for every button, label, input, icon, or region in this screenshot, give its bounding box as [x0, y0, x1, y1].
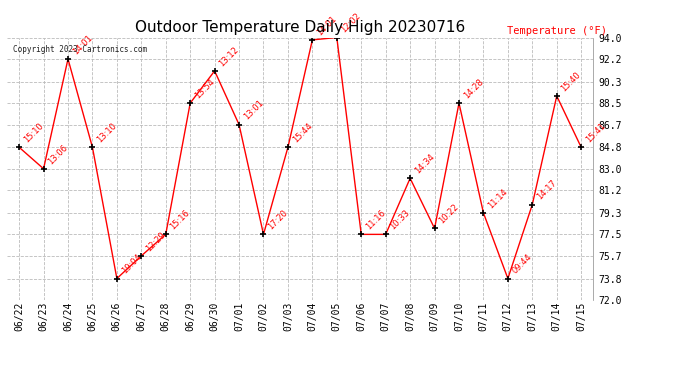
- Text: 15:10: 15:10: [22, 122, 45, 144]
- Text: 14:34: 14:34: [413, 152, 436, 176]
- Text: Copyright 2023 Cartronics.com: Copyright 2023 Cartronics.com: [13, 45, 147, 54]
- Text: 10:33: 10:33: [388, 208, 412, 232]
- Title: Outdoor Temperature Daily High 20230716: Outdoor Temperature Daily High 20230716: [135, 20, 465, 35]
- Text: 19:04: 19:04: [119, 253, 143, 276]
- Text: 09:44: 09:44: [511, 253, 534, 276]
- Text: 15:41: 15:41: [584, 122, 607, 144]
- Text: 15:40: 15:40: [560, 70, 582, 93]
- Text: 14:28: 14:28: [462, 77, 485, 101]
- Text: Temperature (°F): Temperature (°F): [507, 26, 607, 36]
- Text: 13:54: 13:54: [193, 77, 216, 101]
- Text: 13:06: 13:06: [46, 142, 70, 166]
- Text: 15:16: 15:16: [168, 209, 192, 232]
- Text: 13:10: 13:10: [95, 121, 119, 144]
- Text: 10:22: 10:22: [437, 202, 460, 226]
- Text: 13:12: 13:12: [217, 45, 241, 68]
- Text: 14:01: 14:01: [71, 33, 94, 56]
- Text: 17:20: 17:20: [266, 209, 290, 232]
- Text: 11:16: 11:16: [364, 209, 387, 232]
- Text: 15:44: 15:44: [290, 122, 314, 144]
- Text: 13:01: 13:01: [241, 99, 265, 122]
- Text: 12:29: 12:29: [144, 230, 167, 253]
- Text: 14:01: 14:01: [315, 14, 338, 37]
- Text: 11:14: 11:14: [486, 187, 509, 210]
- Text: 12:02: 12:02: [339, 12, 363, 35]
- Text: 14:17: 14:17: [535, 178, 558, 202]
